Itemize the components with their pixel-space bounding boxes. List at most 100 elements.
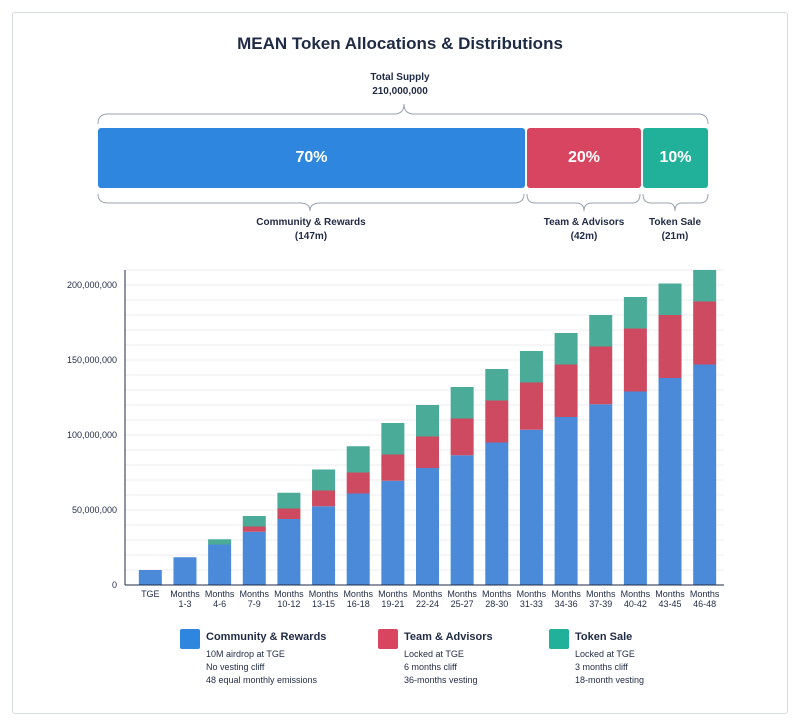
bar-segment (450, 387, 474, 419)
bar-segment (277, 508, 301, 519)
community-brace (97, 193, 525, 212)
legend-swatch-token-sale (549, 629, 569, 649)
y-tick-label: 100,000,000 (67, 430, 117, 440)
x-tick-label: 4-6 (213, 599, 226, 609)
bar-segment (277, 519, 301, 585)
x-tick-label: Months (240, 589, 270, 599)
x-tick-label: Months (343, 589, 373, 599)
allocation-amount-token-sale: (21m) (661, 231, 689, 242)
x-tick-label: 37-39 (589, 599, 612, 609)
x-tick-label: 1-3 (178, 599, 191, 609)
x-tick-label: TGE (141, 589, 160, 599)
legend-note: Locked at TGE (404, 649, 464, 659)
x-tick-label: Months (378, 589, 408, 599)
x-tick-label: Months (655, 589, 685, 599)
allocation-percent-team: 20% (567, 149, 601, 166)
bar-segment (485, 442, 509, 585)
x-tick-label: 34-36 (555, 599, 578, 609)
x-tick-label: 40-42 (624, 599, 647, 609)
x-tick-label: Months (690, 589, 720, 599)
y-tick-label: 0 (112, 580, 117, 590)
x-tick-label: 43-45 (659, 599, 682, 609)
bar-segment (485, 400, 509, 443)
x-tick-label: Months (274, 589, 304, 599)
total-supply-brace (97, 103, 709, 125)
x-tick-label: Months (551, 589, 581, 599)
y-tick-label: 200,000,000 (67, 280, 117, 290)
x-tick-label: 7-9 (248, 599, 261, 609)
bar-segment (450, 455, 474, 585)
x-tick-label: Months (413, 589, 443, 599)
x-tick-label: 46-48 (693, 599, 716, 609)
bar-segment (381, 454, 405, 481)
bar-segment (658, 315, 682, 378)
bar-segment (381, 423, 405, 455)
x-tick-label: 16-18 (347, 599, 370, 609)
bar-segment (346, 446, 370, 473)
bar-segment (208, 544, 232, 585)
bar-segment (623, 328, 647, 392)
bar-segment (623, 391, 647, 585)
x-tick-label: 13-15 (312, 599, 335, 609)
y-tick-label: 150,000,000 (67, 355, 117, 365)
x-tick-label: Months (517, 589, 547, 599)
x-tick-label: 22-24 (416, 599, 439, 609)
bar-segment (589, 346, 613, 405)
allocation-segment-token-sale: 10% (643, 128, 708, 188)
x-tick-label: Months (170, 589, 200, 599)
bar-segment (519, 429, 543, 585)
allocation-label-token-sale: Token Sale (21m) (630, 216, 720, 244)
allocation-percent-community: 70% (295, 149, 328, 166)
bar-segment (173, 557, 197, 585)
bar-segment (138, 570, 162, 585)
team-brace (526, 193, 641, 212)
bar-segment (242, 531, 266, 585)
bar-segment (485, 369, 509, 401)
allocation-label-team: Team & Advisors (42m) (524, 216, 644, 244)
bar-segment (312, 469, 336, 491)
total-supply-value: 210,000,000 (372, 86, 428, 97)
bar-segment (416, 436, 439, 468)
y-tick-label: 50,000,000 (72, 505, 117, 515)
legend-name-community: Community & Rewards (206, 631, 327, 643)
x-tick-label: Months (205, 589, 235, 599)
x-tick-label: 31-33 (520, 599, 543, 609)
bar-segment (693, 301, 717, 365)
bar-segment (623, 297, 647, 329)
x-tick-label: 28-30 (485, 599, 508, 609)
legend-note: No vesting cliff (206, 662, 265, 672)
bar-segment (208, 539, 232, 545)
bar-segment (519, 382, 543, 430)
x-tick-label: 25-27 (451, 599, 474, 609)
x-tick-label: 10-12 (277, 599, 300, 609)
bar-segment (346, 493, 370, 585)
legend-swatch-team (378, 629, 398, 649)
legend-name-token-sale: Token Sale (575, 631, 633, 643)
allocation-name-token-sale: Token Sale (648, 217, 702, 228)
chart-title: MEAN Token Allocations & Distributions (237, 34, 563, 53)
bar-segment (693, 364, 717, 585)
bar-segment (554, 364, 578, 417)
allocation-amount-team: (42m) (570, 231, 598, 242)
legend-note: 3 months cliff (575, 662, 628, 672)
legend-note: 6 months cliff (404, 662, 457, 672)
bar-segment (346, 472, 370, 494)
bar-segment (519, 351, 543, 383)
x-tick-label: 19-21 (381, 599, 404, 609)
allocation-segment-community: 70% (98, 128, 525, 188)
token-sale-brace (642, 193, 709, 212)
legend-note: Locked at TGE (575, 649, 635, 659)
legend-swatch-community (180, 629, 200, 649)
allocation-segment-team: 20% (527, 128, 641, 188)
bar-segment (416, 468, 439, 585)
bar-segment (589, 315, 613, 347)
x-tick-label: Months (447, 589, 477, 599)
bar-segment (693, 270, 717, 302)
allocation-name-community: Community & Rewards (256, 217, 366, 228)
x-tick-label: Months (586, 589, 616, 599)
bar-segment (554, 333, 578, 365)
bar-segment (554, 417, 578, 585)
allocation-percent-token-sale: 10% (659, 149, 692, 166)
legend-name-team: Team & Advisors (404, 631, 493, 643)
